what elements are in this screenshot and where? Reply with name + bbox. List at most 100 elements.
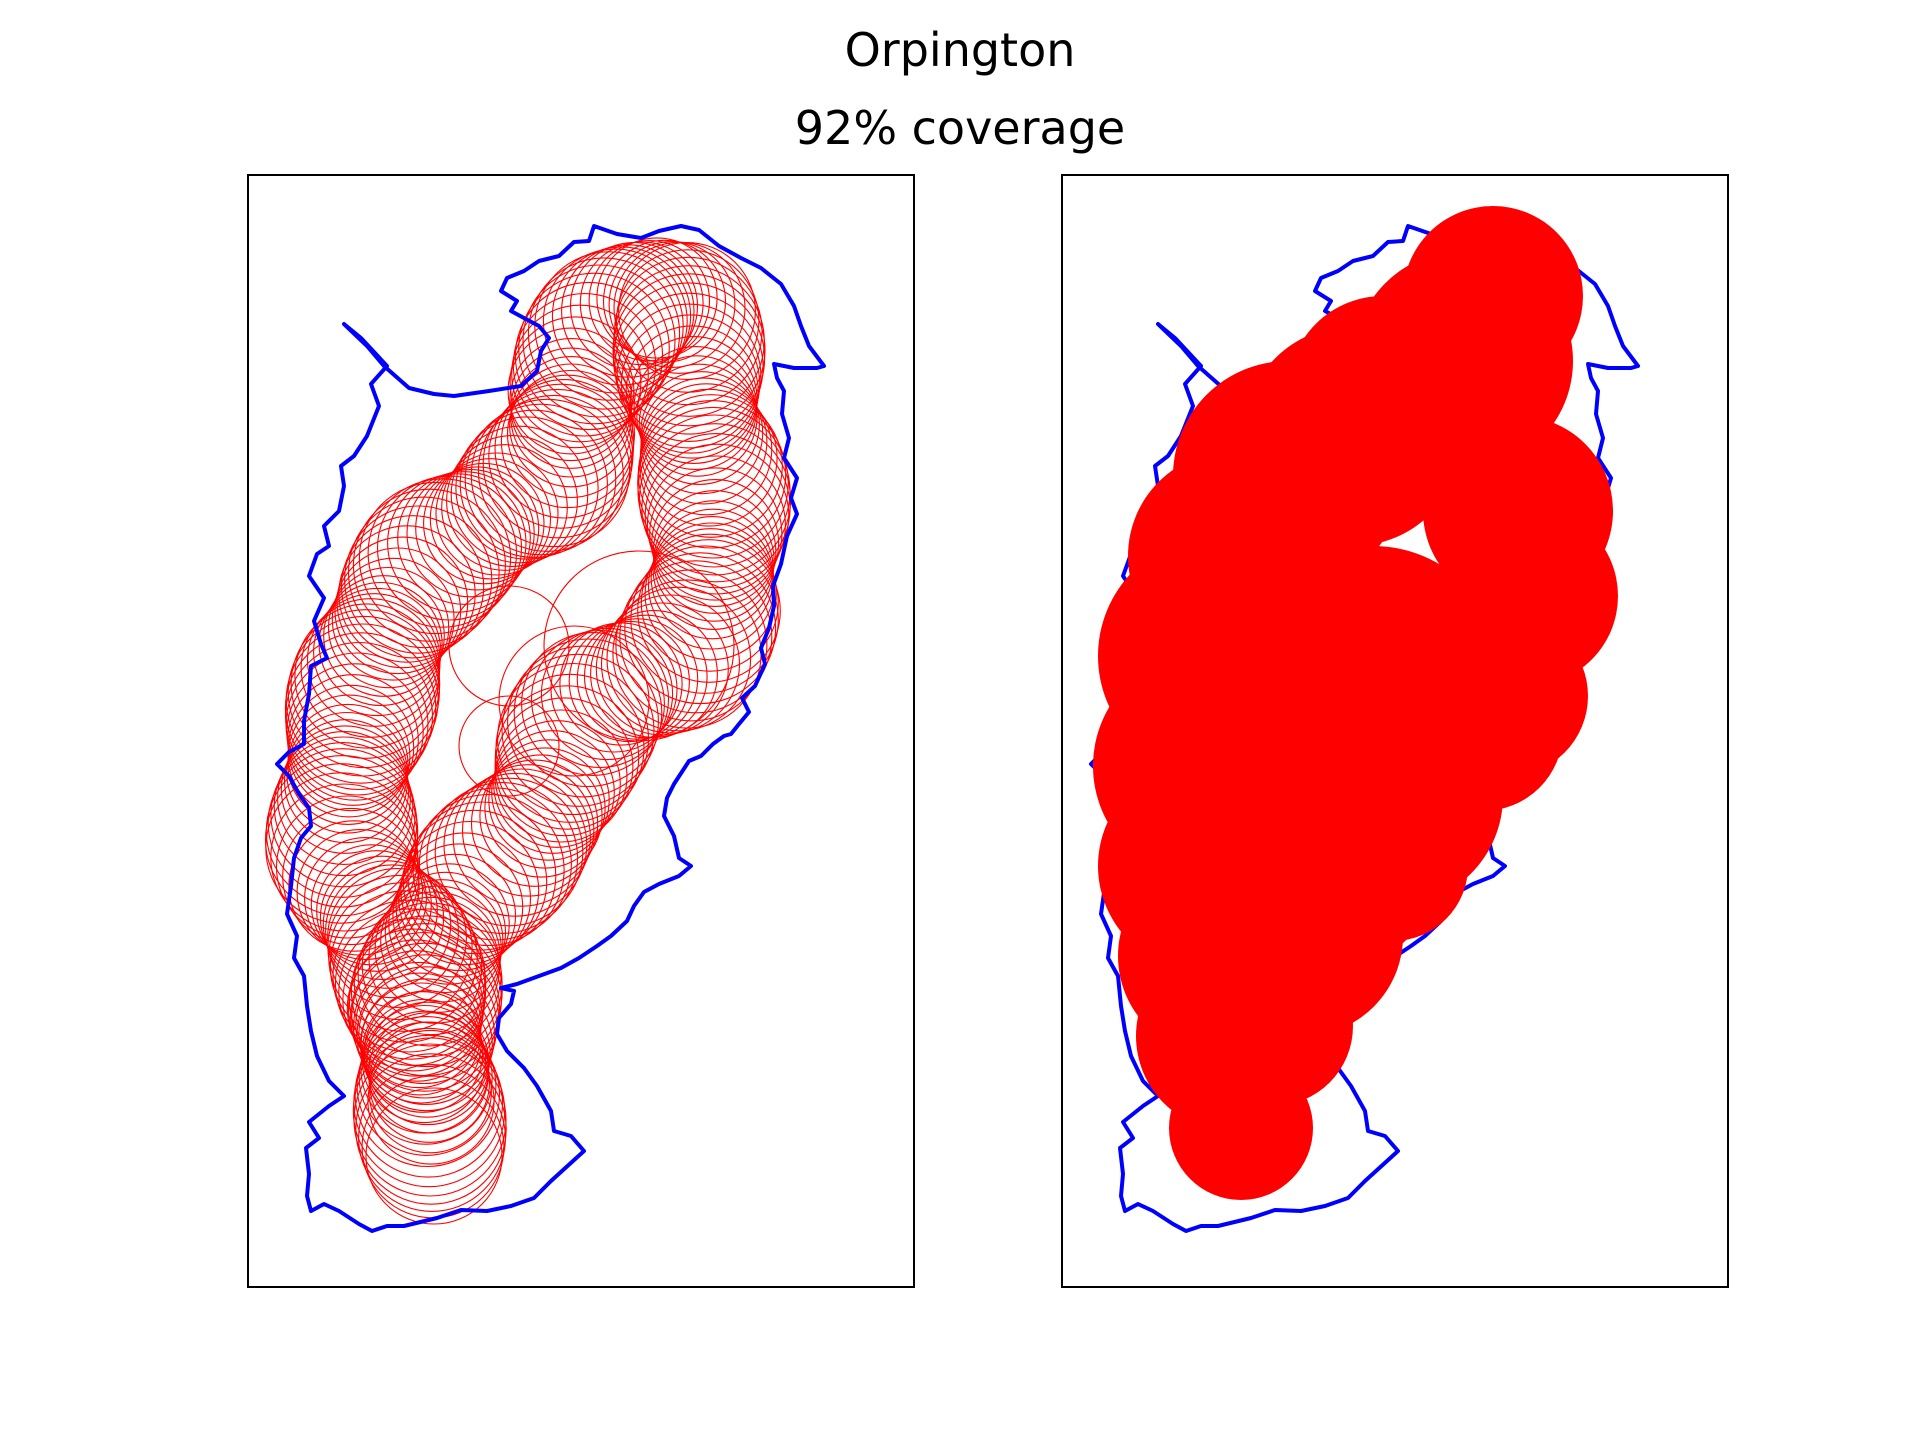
coverage-circle <box>498 625 650 777</box>
coverage-circle <box>606 586 752 732</box>
coverage-circle <box>612 273 766 427</box>
coverage-circle <box>518 272 670 425</box>
coverage-circle <box>351 950 483 1082</box>
coverage-circle <box>608 241 736 368</box>
panel-outline-circles <box>247 174 915 1288</box>
coverage-circle <box>644 443 790 589</box>
coverage-circle <box>270 742 416 888</box>
coverage-circle <box>614 292 764 442</box>
coverage-circle <box>625 325 759 459</box>
coverage-circle <box>388 863 510 985</box>
coverage-circle <box>423 462 545 585</box>
coverage-circle <box>624 552 777 705</box>
coverage-circle <box>265 755 419 908</box>
coverage-subtitle: 92% coverage <box>794 101 1126 155</box>
coverage-circle <box>521 632 665 776</box>
coverage-circle <box>615 569 768 722</box>
coverage-circle <box>559 622 683 746</box>
coverage-circle <box>374 885 502 1013</box>
coverage-circle <box>407 801 557 951</box>
coverage-circle <box>488 739 610 861</box>
coverage-circle <box>340 515 485 659</box>
coverage-circle <box>459 409 608 558</box>
coverage-circle <box>267 748 418 898</box>
coverage-circle <box>367 1037 495 1165</box>
coverage-circle <box>448 585 570 707</box>
coverage-circle <box>568 620 690 743</box>
coverage-circle <box>380 879 504 1003</box>
coverage-circle <box>620 314 761 454</box>
coverage-circle <box>358 481 512 635</box>
coverage-circle <box>368 891 501 1024</box>
coverage-circle <box>353 1027 504 1178</box>
coverage-circle <box>458 695 560 797</box>
coverage-circle <box>332 899 486 1053</box>
coverage-circle <box>450 425 589 564</box>
coverage-circle <box>290 609 441 759</box>
coverage-circle <box>429 458 552 580</box>
coverage-circle <box>640 383 773 516</box>
coverage-circle <box>418 787 572 941</box>
coverage-circle <box>323 575 445 697</box>
coverage-circle <box>513 638 663 788</box>
coverage-circle <box>347 931 501 1085</box>
coverage-circle <box>612 282 766 435</box>
coverage-circle <box>359 978 493 1112</box>
coverage-circle <box>602 239 727 363</box>
coverage-circle <box>644 528 777 661</box>
coverage-circle <box>275 795 420 939</box>
coverage-circle <box>327 566 450 689</box>
coverage-circle <box>629 336 758 464</box>
coverage-circle <box>588 239 711 362</box>
coverage-circle <box>398 832 532 966</box>
coverage-circle <box>470 759 599 887</box>
coverage-circle <box>461 764 595 897</box>
coverage-circle <box>540 627 674 761</box>
coverage-circle <box>596 237 718 359</box>
coverage-circle <box>287 694 411 818</box>
coverage-circle <box>506 369 636 499</box>
coverage-circle <box>446 435 578 567</box>
coverage-circle <box>649 467 783 601</box>
coverage-circle <box>365 1087 503 1225</box>
coverage-circle <box>470 398 624 552</box>
coverage-circle <box>576 618 699 740</box>
coverage-circle <box>367 478 518 628</box>
coverage-circle <box>304 837 427 960</box>
coverage-circle <box>640 533 779 672</box>
coverage-circle <box>479 754 603 878</box>
coverage-circle <box>641 433 791 583</box>
coverage-circle <box>400 820 540 960</box>
coverage-circle <box>542 248 688 394</box>
filled-circles-plot <box>1089 206 1640 1233</box>
coverage-circle <box>638 363 760 485</box>
coverage-circle <box>491 730 615 854</box>
coverage-circle <box>344 505 493 654</box>
coverage-circle <box>543 550 735 742</box>
coverage-circle <box>316 850 438 972</box>
coverage-circle <box>652 508 774 630</box>
coverage-circle <box>415 466 540 591</box>
coverage-circle <box>435 452 559 576</box>
coverage-circle <box>273 736 414 877</box>
coverage-circle <box>647 522 776 650</box>
coverage-circle <box>637 406 789 559</box>
coverage-circle <box>277 731 411 865</box>
coverage-circle <box>651 479 780 607</box>
coverage-circle <box>283 719 409 844</box>
coverage-circle <box>280 725 410 854</box>
coverage-circle <box>366 1001 490 1126</box>
coverage-circle <box>527 257 681 410</box>
coverage-circle <box>384 871 507 994</box>
coverage-circle <box>493 720 621 848</box>
coverage-circle <box>507 645 659 798</box>
coverage-circle <box>579 241 704 366</box>
coverage-circle <box>614 256 763 406</box>
coverage-circle <box>397 471 531 605</box>
coverage-circles-filled <box>1093 206 1618 1200</box>
coverage-circle <box>501 653 655 807</box>
coverage-circle <box>350 915 503 1068</box>
coverage-circle <box>287 703 409 825</box>
coverage-circle <box>356 966 496 1105</box>
coverage-circle <box>331 557 455 681</box>
